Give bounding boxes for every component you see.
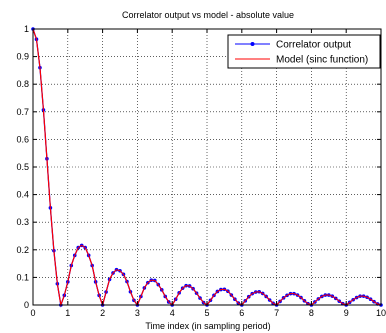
y-tick-label: 0 <box>24 300 29 310</box>
x-tick-label: 1 <box>65 308 70 318</box>
x-tick-label: 9 <box>344 308 349 318</box>
y-tick-label: 0.7 <box>16 107 29 117</box>
x-tick-label: 3 <box>135 308 140 318</box>
x-tick-label: 6 <box>239 308 244 318</box>
x-tick-label: 8 <box>309 308 314 318</box>
legend-marker-correlator-output <box>250 42 255 46</box>
legend-label-model-sinc: Model (sinc function) <box>276 55 368 66</box>
x-tick-label: 7 <box>274 308 279 318</box>
grid-lines <box>33 29 381 305</box>
x-axis-title: Time index (in sampling period) <box>145 321 270 331</box>
y-tick-label: 0.3 <box>16 217 29 227</box>
x-tick-label: 10 <box>376 308 386 318</box>
legend-box <box>227 34 381 69</box>
y-tick-label: 0.4 <box>16 190 29 200</box>
chart-title: Correlator output vs model - absolute va… <box>122 10 294 20</box>
y-tick-label: 0.1 <box>16 272 29 282</box>
x-tick-label: 4 <box>170 308 175 318</box>
axis-ticks: 0 1 2 3 4 5 6 7 8 9 10 0 0.1 0.2 0.3 0.4 0.5 0.6 0.7 0.8 0.9… <box>16 24 386 318</box>
y-tick-label: 0.8 <box>16 79 29 89</box>
y-tick-label: 0.6 <box>16 134 29 144</box>
x-tick-label: 2 <box>100 308 105 318</box>
legend-label-correlator-output: Correlator output <box>276 40 351 51</box>
y-tick-label: 0.5 <box>16 162 29 172</box>
x-tick-label: 5 <box>204 308 209 318</box>
legend: Correlator output Model (sinc function) <box>227 34 381 69</box>
y-tick-label: 0.9 <box>16 52 29 62</box>
y-tick-label: 0.2 <box>16 245 29 255</box>
x-tick-label: 0 <box>30 308 35 318</box>
y-tick-label: 1 <box>24 24 29 34</box>
